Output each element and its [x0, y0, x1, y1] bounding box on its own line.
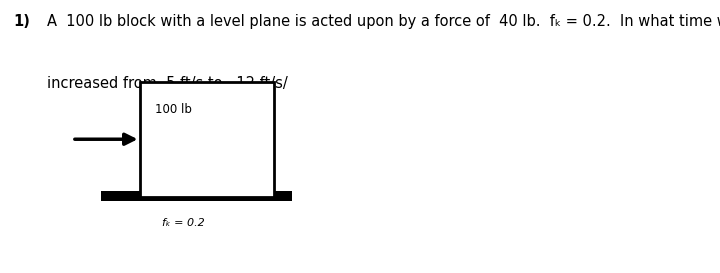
Bar	[101, 191, 292, 201]
Bar	[140, 82, 274, 197]
Text: A  100 lb block with a level plane is acted upon by a force of  40 lb.  fₖ = 0.2: A 100 lb block with a level plane is act…	[47, 14, 720, 29]
Text: 1): 1)	[13, 14, 30, 29]
Text: increased from  5 ft/s to   12 ft/s/: increased from 5 ft/s to 12 ft/s/	[47, 76, 287, 91]
Text: 100 lb: 100 lb	[155, 103, 192, 116]
Text: fₖ = 0.2: fₖ = 0.2	[162, 218, 204, 229]
